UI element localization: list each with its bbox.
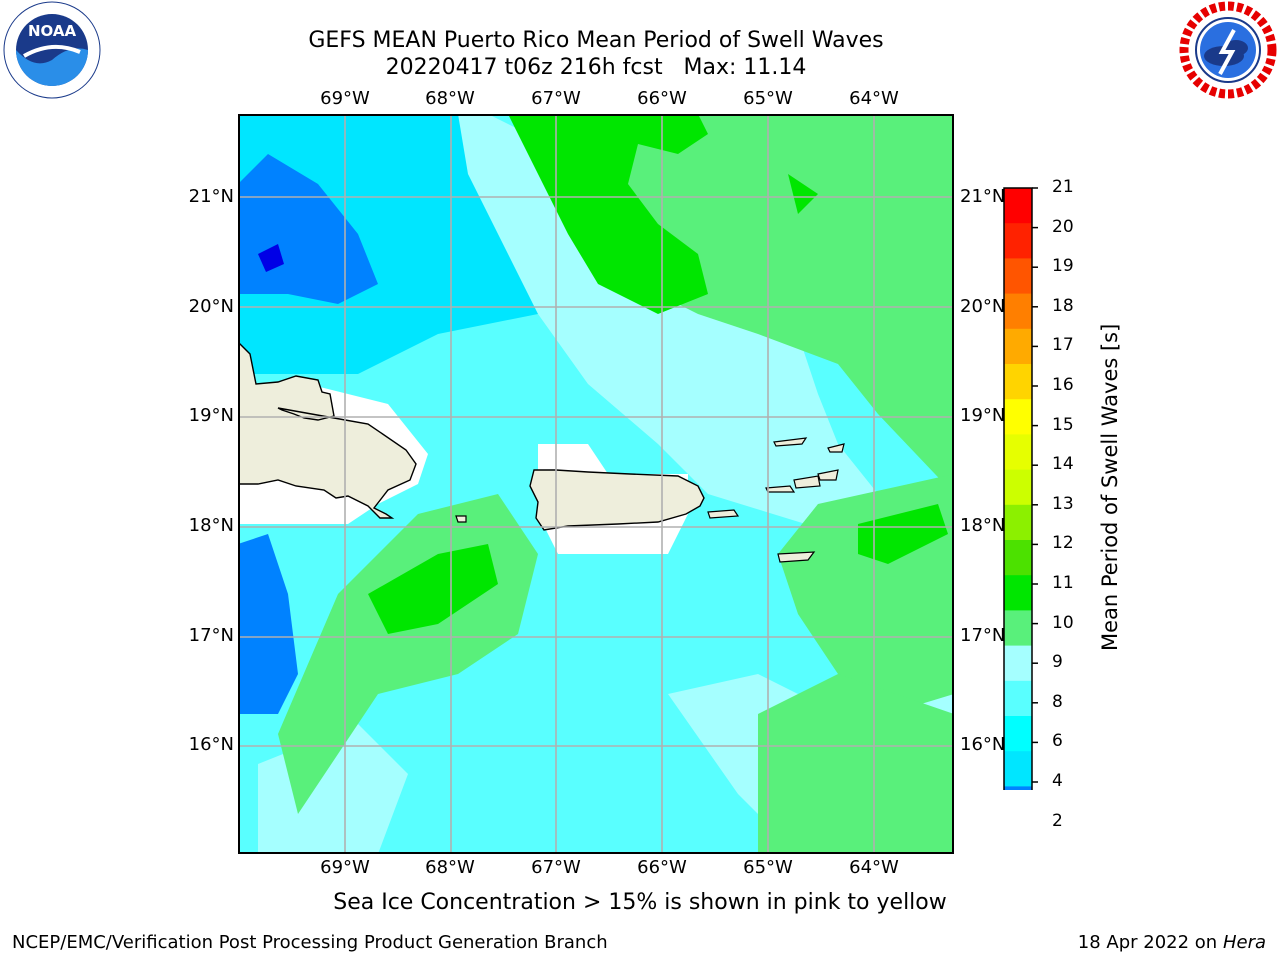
lat-label-left: 17°N xyxy=(188,625,234,646)
land-puerto-rico xyxy=(529,469,705,531)
colorbar-segment xyxy=(1004,469,1032,506)
colorbar-tick-label: 14 xyxy=(1052,454,1074,475)
svg-text:NOAA: NOAA xyxy=(28,22,77,40)
footer-date: 18 Apr 2022 on Hera xyxy=(1078,932,1266,953)
land-island xyxy=(773,437,808,447)
colorbar-tick-label: 16 xyxy=(1052,375,1074,395)
colorbar-segment xyxy=(1004,504,1032,541)
map-gridlines xyxy=(238,114,954,854)
colorbar-segment xyxy=(1004,328,1032,365)
lat-label-left: 21°N xyxy=(188,186,234,207)
lon-label-bottom: 66°W xyxy=(637,857,687,878)
colorbar-segment xyxy=(1004,610,1032,647)
land-island xyxy=(455,515,467,523)
colorbar-segment xyxy=(1004,434,1032,471)
lon-label-top: 67°W xyxy=(531,88,581,109)
colorbar xyxy=(1003,187,1038,790)
lon-label-bottom: 64°W xyxy=(849,857,899,878)
lon-label-top: 66°W xyxy=(637,88,687,109)
field-band-4-6 xyxy=(238,114,538,374)
colorbar-tick-label: 10 xyxy=(1052,612,1074,633)
lon-label-bottom: 68°W xyxy=(425,857,475,878)
lon-label-top: 68°W xyxy=(425,88,475,109)
colorbar-segment xyxy=(1004,540,1032,576)
map-frame xyxy=(238,114,954,854)
land-island xyxy=(827,443,845,453)
colorbar-segment xyxy=(1004,786,1032,790)
colorbar-tick-label: 18 xyxy=(1052,295,1074,316)
lon-label-top: 69°W xyxy=(320,88,370,109)
colorbar-segment xyxy=(1004,575,1032,611)
lon-label-bottom: 67°W xyxy=(531,857,581,878)
land-island xyxy=(817,469,839,481)
field-band-11 xyxy=(508,114,708,314)
colorbar-segment xyxy=(1004,223,1032,259)
field-band-11 xyxy=(368,544,498,634)
lat-label-right: 17°N xyxy=(960,625,1006,646)
lat-label-left: 19°N xyxy=(188,405,234,426)
colorbar-segment xyxy=(1004,188,1032,224)
colorbar-segment xyxy=(1004,293,1032,330)
lon-label-bottom: 65°W xyxy=(743,857,793,878)
colorbar-tick-label: 6 xyxy=(1052,731,1063,752)
colorbar-segment xyxy=(1004,751,1032,787)
colorbar-segment xyxy=(1004,399,1032,435)
nws-logo xyxy=(1179,1,1277,99)
colorbar-tick-label: 19 xyxy=(1052,256,1074,277)
colorbar-segment xyxy=(1004,645,1032,682)
lat-label-right: 19°N xyxy=(960,405,1006,426)
colorbar-segment xyxy=(1004,716,1032,752)
lon-label-top: 65°W xyxy=(743,88,793,109)
colorbar-tick-label: 4 xyxy=(1052,771,1063,791)
colorbar-tick-label: 20 xyxy=(1052,216,1074,237)
sea-ice-note: Sea Ice Concentration > 15% is shown in … xyxy=(333,890,947,915)
colorbar-segment xyxy=(1004,364,1032,400)
land-island xyxy=(793,475,821,489)
colorbar-tick-label: 9 xyxy=(1052,652,1063,673)
field-band-2-4 xyxy=(238,534,298,714)
colorbar-tick-label: 8 xyxy=(1052,691,1063,712)
footer-date-text: 18 Apr 2022 on xyxy=(1077,932,1223,953)
colorbar-label: Mean Period of Swell Waves [s] xyxy=(1098,323,1122,651)
colorbar-segment xyxy=(1004,258,1032,295)
map-title-line2: 20220417 t06z 216h fcst Max: 11.14 xyxy=(385,55,807,80)
map-title-line1: GEFS MEAN Puerto Rico Mean Period of Swe… xyxy=(308,28,884,53)
colorbar-tick-label: 2 xyxy=(1052,810,1063,831)
colorbar-tick-label: 15 xyxy=(1052,414,1074,435)
field-band-lt2 xyxy=(258,244,284,272)
colorbar-tick-label: 11 xyxy=(1052,573,1074,593)
lon-label-bottom: 69°W xyxy=(320,857,370,878)
colorbar-tick-label: 13 xyxy=(1052,493,1074,514)
lat-label-right: 21°N xyxy=(960,186,1006,207)
land-island xyxy=(707,509,740,519)
lat-label-right: 16°N xyxy=(960,734,1006,755)
lat-label-left: 20°N xyxy=(188,296,234,317)
lat-label-right: 18°N xyxy=(960,515,1006,536)
field-band-11 xyxy=(788,174,818,214)
lat-label-left: 16°N xyxy=(188,734,234,755)
lat-label-right: 20°N xyxy=(960,296,1006,317)
noaa-logo: NOAA xyxy=(3,1,101,99)
colorbar-tick-label: 17 xyxy=(1052,335,1074,356)
land-island xyxy=(777,551,816,563)
swell-period-map xyxy=(238,114,954,854)
lon-label-top: 64°W xyxy=(849,88,899,109)
footer-host: Hera xyxy=(1222,932,1266,953)
colorbar-tick-label: 21 xyxy=(1052,177,1074,197)
lat-label-left: 18°N xyxy=(188,515,234,536)
field-band-10-11 xyxy=(758,674,954,854)
colorbar-tick-label: 12 xyxy=(1052,533,1074,554)
footer-branch: NCEP/EMC/Verification Post Processing Pr… xyxy=(12,932,608,953)
land-hispaniola xyxy=(238,341,417,519)
field-band-11 xyxy=(858,504,948,564)
colorbar-segment xyxy=(1004,680,1032,717)
